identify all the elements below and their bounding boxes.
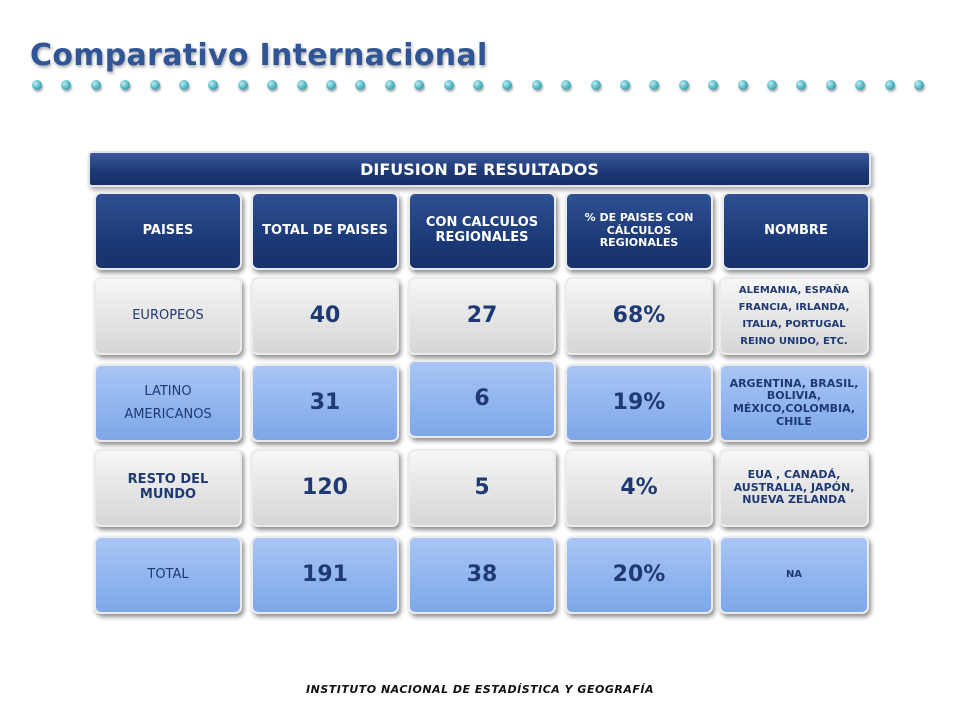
row-europeos-region: EUROPEOS [94,277,242,355]
row-resto-del-mundo-percent: 4% [565,449,713,527]
footer-institution: INSTITUTO NACIONAL DE ESTADÍSTICA Y GEOG… [306,683,654,696]
decorative-dot-divider [32,80,932,96]
divider-dot [90,80,101,90]
row-total-regional: 38 [408,536,556,614]
header-nombre: NOMBRE [722,192,870,270]
row-europeos-regional: 27 [408,277,556,355]
divider-dot [443,80,454,90]
row-latinoamericanos-regional: 6 [408,360,556,438]
row-resto-del-mundo-names: EUA , CANADÁ, AUSTRALIA, JAPÓN, NUEVA ZE… [719,449,869,527]
divider-dot [590,80,601,90]
row-latinoamericanos-total: 31 [251,364,399,442]
divider-dot [149,80,160,90]
divider-dot [737,80,748,90]
row-total-names: NA [719,536,869,614]
row-total-region: TOTAL [94,536,242,614]
header-total-paises: TOTAL DE PAISES [251,192,399,270]
divider-dot [825,80,836,90]
row-europeos-names: ALEMANIA, ESPAÑA FRANCIA, IRLANDA, ITALI… [719,277,869,355]
header-porcentaje-paises: % DE PAISES CON CÁLCULOS REGIONALES [565,192,713,270]
divider-dot [884,80,895,90]
divider-dot [179,80,189,90]
row-europeos-percent: 68% [565,277,713,355]
divider-dot [414,80,425,90]
divider-dot [120,80,131,90]
row-resto-del-mundo-total: 120 [251,449,399,527]
divider-dot [473,80,483,90]
divider-dot [708,80,719,90]
row-latinoamericanos-percent: 19% [565,364,713,442]
divider-dot [796,80,807,90]
row-total-total: 191 [251,536,399,614]
divider-dot [855,80,866,90]
divider-dot [267,80,278,90]
header-paises: PAISES [94,192,242,270]
row-total-percent: 20% [565,536,713,614]
divider-dot [678,80,689,90]
table-banner: DIFUSION DE RESULTADOS [88,151,871,187]
divider-dot [561,80,572,90]
row-europeos-total: 40 [251,277,399,355]
slide-title: Comparativo Internacional [30,38,488,73]
divider-dot [914,80,924,90]
divider-dot [384,80,395,90]
divider-dot [237,80,248,90]
row-latinoamericanos-names: ARGENTINA, BRASIL, BOLIVIA, MÉXICO,COLOM… [719,364,869,442]
divider-dot [355,80,366,90]
divider-dot [531,80,542,90]
divider-dot [649,80,660,90]
divider-dot [502,80,513,90]
divider-dot [767,80,777,90]
divider-dot [208,80,219,90]
row-resto-del-mundo-regional: 5 [408,449,556,527]
divider-dot [326,80,336,90]
divider-dot [61,80,72,90]
divider-dot [296,80,307,90]
header-con-calculos-regionales: CON CALCULOS REGIONALES [408,192,556,270]
divider-dot [32,80,42,90]
divider-dot [620,80,630,90]
row-resto-del-mundo-region: RESTO DEL MUNDO [94,449,242,527]
row-latinoamericanos-region: LATINO AMERICANOS [94,364,242,442]
